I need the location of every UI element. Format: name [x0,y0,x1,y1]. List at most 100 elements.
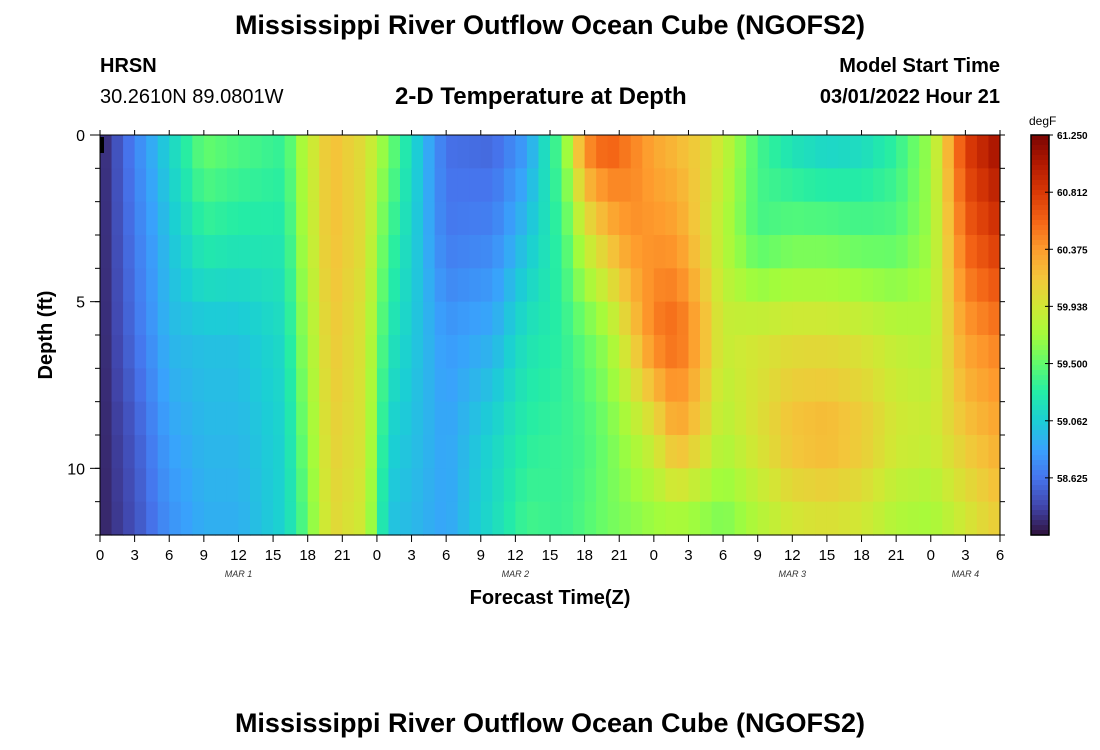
heatmap-cell [815,368,828,403]
heatmap-cell [976,235,990,269]
heatmap-cell [411,235,424,269]
heatmap-cell [965,201,978,236]
heatmap-cell [792,168,805,203]
heatmap-cell [873,201,886,236]
heatmap-cell [573,268,586,303]
heatmap-cell [342,368,355,403]
heatmap-cell [538,501,551,536]
colorbar-step [1031,485,1049,491]
colorbar-step [1031,340,1049,346]
heatmap-cell [423,201,436,236]
heatmap-cell [757,335,770,369]
heatmap-cell [342,168,355,203]
heatmap-cell [988,501,1001,536]
heatmap-cell [111,368,124,403]
x-tick-label: 0 [96,547,104,564]
heatmap-cell [526,368,540,403]
heatmap-cell [734,368,747,403]
colorbar-step [1031,480,1049,486]
colorbar-step [1031,235,1049,241]
colorbar-step [1031,335,1049,341]
heatmap-cell [953,135,966,169]
heatmap-cell [711,501,724,536]
heatmap-cell [953,435,966,469]
heatmap-cell [238,501,251,536]
heatmap-cell [469,168,482,203]
heatmap-cell [215,501,228,536]
colorbar-step [1031,285,1049,291]
date-label: MAR 4 [952,569,980,579]
heatmap-cell [815,168,828,203]
heatmap-cell [734,135,747,169]
heatmap-cell [492,368,505,403]
x-tick-label: 15 [542,547,559,564]
heatmap-cell [550,135,563,169]
heatmap-cell [261,301,274,336]
colorbar-tick-label: 61.250 [1057,131,1088,142]
heatmap-cell [492,201,505,236]
date-label: MAR 3 [779,569,807,579]
heatmap-cell [238,335,251,369]
heatmap-cell [146,368,159,403]
colorbar-step [1031,315,1049,321]
heatmap-cell [746,301,759,336]
heatmap-cell [226,268,240,303]
heatmap-cell [215,301,228,336]
heatmap-cell [746,501,759,536]
heatmap-cell [365,268,378,303]
heatmap-cell [123,468,136,503]
heatmap-cell [353,501,366,536]
heatmap-cell [780,435,793,469]
heatmap-cell [526,268,540,303]
heatmap-cell [146,335,159,369]
x-tick-label: 6 [996,547,1004,564]
heatmap-cell [353,168,366,203]
heatmap-cell [146,301,159,336]
heatmap-cell [884,401,897,436]
heatmap-cell [273,168,286,203]
heatmap-cell [838,435,851,469]
heatmap-cell [584,235,597,269]
heatmap-cell [134,235,147,269]
colorbar-step [1031,360,1049,366]
colorbar-step [1031,150,1049,156]
heatmap-cell [157,301,170,336]
heatmap-cell [492,435,505,469]
station-coordinates: 30.2610N 89.0801W [100,86,284,108]
heatmap-cell [653,168,666,203]
heatmap-cell [296,501,309,536]
colorbar-step [1031,495,1049,501]
heatmap-cell [169,235,182,269]
heatmap-cell [353,401,366,436]
heatmap-cell [653,501,666,536]
heatmap-cell [411,401,424,436]
x-tick-label: 18 [576,547,593,564]
heatmap-cell [215,401,228,436]
heatmap-cell [376,435,390,469]
heatmap-cell [111,468,124,503]
heatmap-cell [538,401,551,436]
heatmap-cell [157,201,170,236]
heatmap-cell [642,368,655,403]
heatmap-cell [400,368,413,403]
heatmap-cell [157,235,170,269]
heatmap-cell [423,301,436,336]
heatmap-cell [157,368,170,403]
heatmap-cell [988,335,1001,369]
heatmap-cell [469,301,482,336]
heatmap-cell [284,468,297,503]
heatmap-cell [284,368,297,403]
heatmap-cell [919,501,932,536]
heatmap-cell [469,468,482,503]
heatmap-cell [434,468,447,503]
heatmap-cell [769,501,782,536]
heatmap-cell [469,401,482,436]
heatmap-cell [492,268,505,303]
heatmap-cell [734,335,747,369]
heatmap-cell [792,301,805,336]
heatmap-cell [180,501,193,536]
heatmap-cell [757,468,770,503]
heatmap-cell [676,335,690,369]
heatmap-cell [526,501,540,536]
heatmap-cell [850,301,863,336]
